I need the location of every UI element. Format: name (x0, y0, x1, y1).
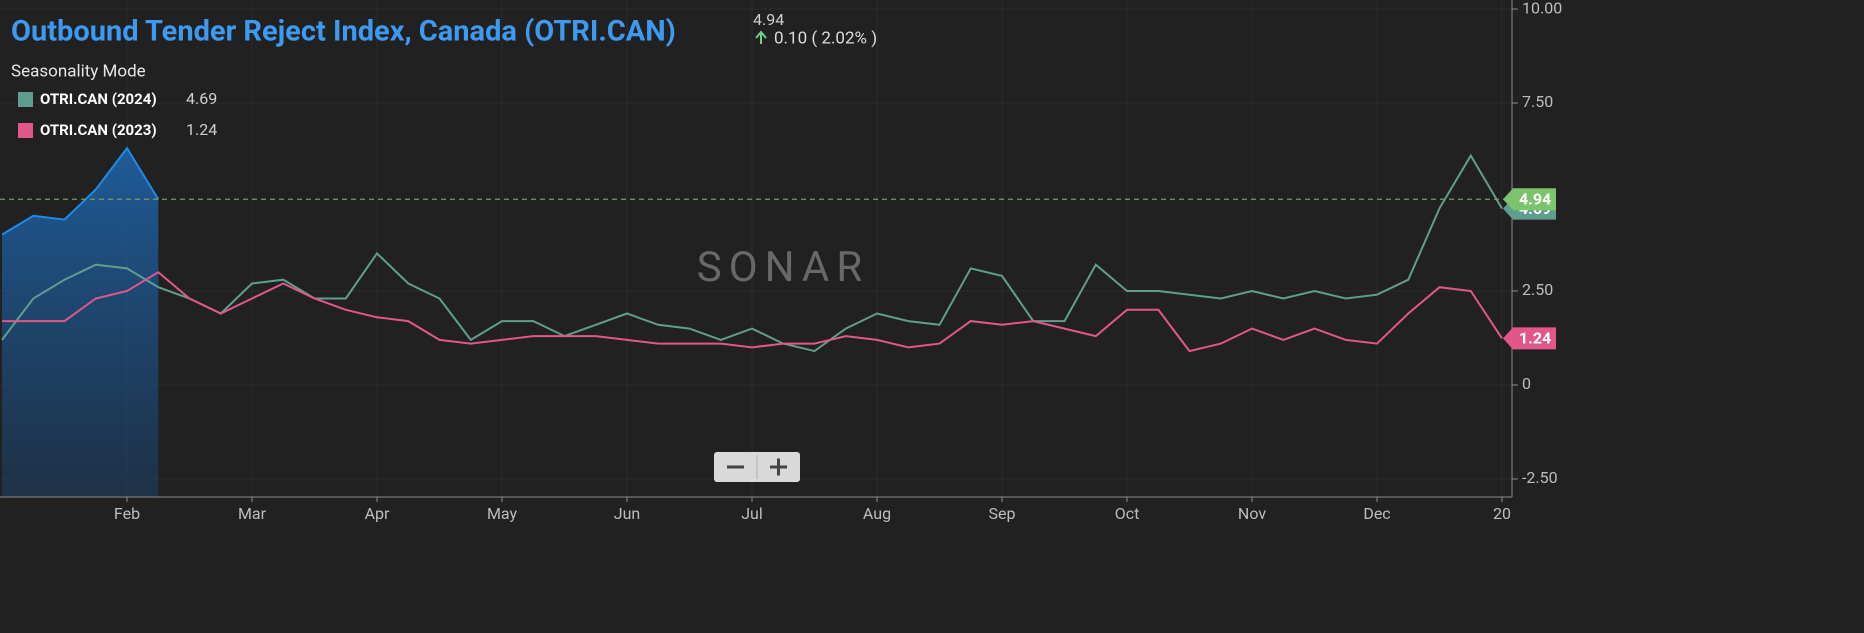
y-tick-label: 0 (1522, 374, 1531, 393)
legend-swatch (18, 92, 33, 107)
x-tick-label: May (487, 504, 518, 523)
legend: OTRI.CAN (2024) 4.69 OTRI.CAN (2023) 1.24 (18, 89, 217, 139)
legend-value: 4.69 (186, 89, 217, 108)
zoom-controls[interactable] (714, 452, 800, 482)
x-tick-label: Jul (741, 504, 763, 523)
x-tick-label: Sep (989, 504, 1016, 523)
x-tick-label: Apr (365, 504, 390, 523)
x-tick-label: Jun (614, 504, 640, 523)
value-tag-label: 1.24 (1519, 329, 1551, 348)
legend-label: OTRI.CAN (2024) (40, 90, 157, 108)
x-tick-label: 20 (1493, 504, 1511, 523)
plot (0, 146, 1512, 497)
value-tag (1503, 188, 1556, 211)
value-tag-label: 4.94 (1519, 189, 1551, 208)
series-line (1, 146, 160, 236)
legend-swatch (18, 123, 33, 138)
chart-title: Outbound Tender Reject Index, Canada (OT… (11, 15, 676, 49)
x-tick-label: Dec (1363, 504, 1390, 523)
x-tick-label: Nov (1238, 504, 1266, 523)
series-line (1, 153, 1503, 353)
x-tick-label: Oct (1115, 504, 1140, 523)
value-tag (1503, 327, 1556, 350)
value-tags: 4.691.244.94 (1503, 188, 1556, 350)
change-label: 0.10 ( 2.02% ) (774, 28, 877, 48)
watermark: SONAR (697, 243, 869, 292)
series-area (2, 148, 159, 497)
y-tick-label: -2.50 (1522, 468, 1558, 487)
y-tick-label: 2.50 (1522, 280, 1553, 299)
legend-label: OTRI.CAN (2023) (40, 121, 157, 139)
x-tick-label: Aug (863, 504, 891, 523)
x-tick-label: Feb (114, 504, 140, 523)
series-line (2, 270, 1503, 353)
x-tick-label: Mar (238, 504, 267, 523)
y-tick-label: 10.00 (1522, 0, 1562, 17)
legend-value: 1.24 (186, 120, 217, 139)
current-value: 4.94 (753, 10, 784, 29)
y-tick-label: 7.50 (1522, 92, 1553, 111)
zoom-in[interactable] (770, 458, 787, 476)
up-arrow (755, 30, 767, 44)
mode-label: Seasonality Mode (11, 61, 146, 81)
